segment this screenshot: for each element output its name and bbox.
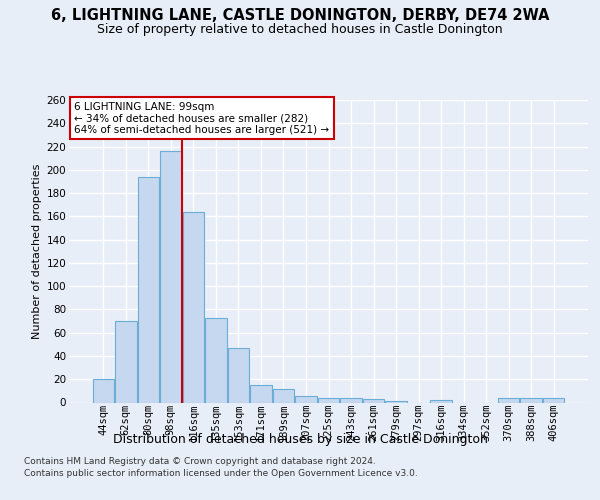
Bar [160, 151, 182, 403]
Bar [137, 177, 159, 402]
Bar [205, 318, 227, 402]
Bar [498, 398, 520, 402]
Bar [250, 385, 272, 402]
Text: Contains HM Land Registry data © Crown copyright and database right 2024.: Contains HM Land Registry data © Crown c… [24, 457, 376, 466]
Bar [430, 400, 452, 402]
Text: Size of property relative to detached houses in Castle Donington: Size of property relative to detached ho… [97, 22, 503, 36]
Text: Contains public sector information licensed under the Open Government Licence v3: Contains public sector information licen… [24, 468, 418, 477]
Bar [228, 348, 249, 403]
Bar [92, 379, 114, 402]
Bar [340, 398, 362, 402]
Text: Distribution of detached houses by size in Castle Donington: Distribution of detached houses by size … [113, 432, 487, 446]
Bar [182, 212, 204, 402]
Bar [273, 388, 294, 402]
Bar [295, 396, 317, 402]
Bar [363, 399, 384, 402]
Bar [520, 398, 542, 402]
Bar [543, 398, 565, 402]
Bar [318, 398, 339, 402]
Bar [115, 321, 137, 402]
Text: 6, LIGHTNING LANE, CASTLE DONINGTON, DERBY, DE74 2WA: 6, LIGHTNING LANE, CASTLE DONINGTON, DER… [51, 8, 549, 22]
Y-axis label: Number of detached properties: Number of detached properties [32, 164, 43, 339]
Text: 6 LIGHTNING LANE: 99sqm
← 34% of detached houses are smaller (282)
64% of semi-d: 6 LIGHTNING LANE: 99sqm ← 34% of detache… [74, 102, 329, 134]
